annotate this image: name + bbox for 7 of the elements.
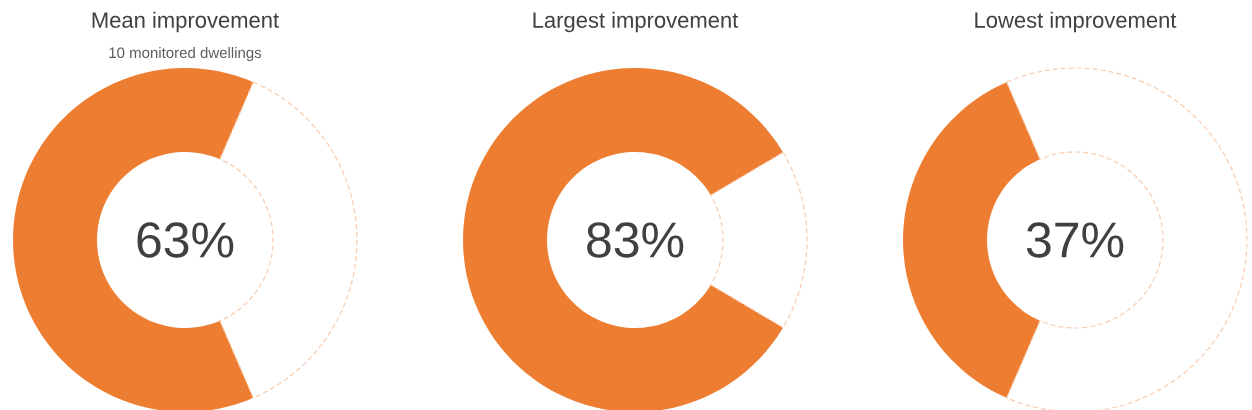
- chart-subtitle: 10 monitored dwellings: [109, 47, 262, 61]
- chart-title: Largest improvement: [533, 11, 739, 33]
- text: 37%: [1026, 222, 1124, 258]
- text: 63%: [137, 222, 234, 258]
- text: 83%: [587, 222, 684, 258]
- chart-title: Mean improvement: [92, 11, 279, 33]
- chart-title: Lowest improvement: [975, 11, 1177, 33]
